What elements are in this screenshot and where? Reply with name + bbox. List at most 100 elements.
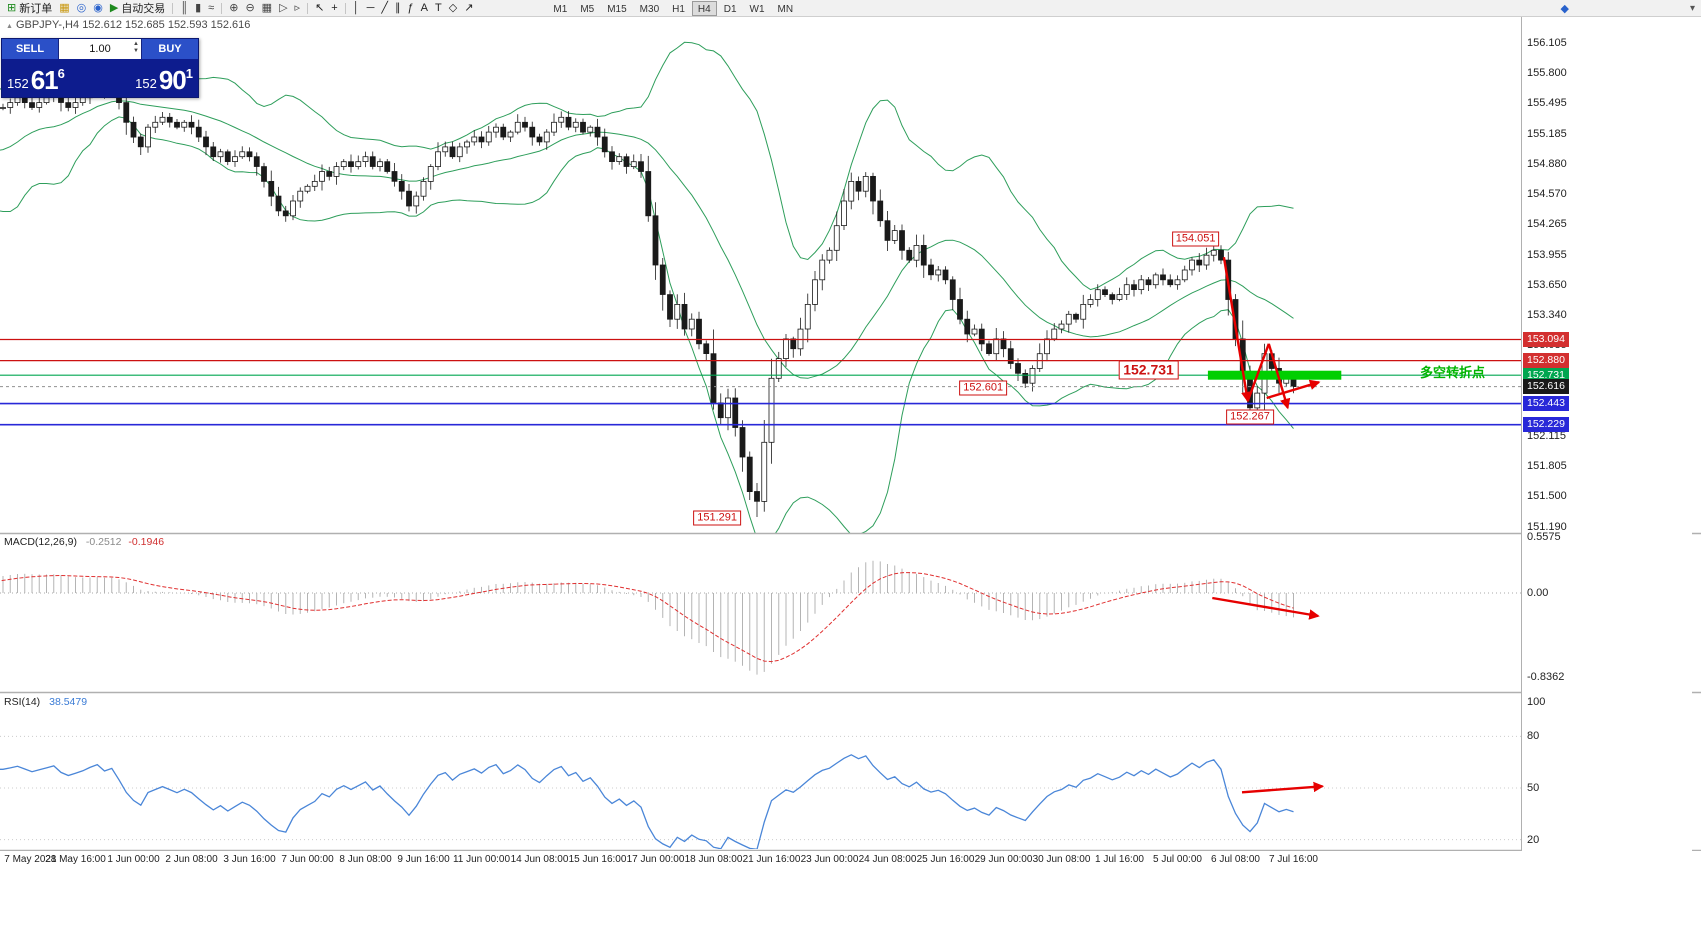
price-axis-label: 153.955 [1527,248,1567,261]
zoom-in-icon[interactable]: ⊕ [226,1,241,16]
buy-button[interactable]: BUY [142,39,198,59]
shapes-icon: ◇ [448,1,458,14]
autotrade-button[interactable]: ▶ 自动交易 [107,1,168,16]
timeframe-mn-button[interactable]: MN [777,3,794,15]
time-axis-label: 15 Jun 16:00 [568,854,627,865]
price-scale[interactable]: 156.105 155.800 155.495 155.185 154.880 154.5… [1522,17,1692,851]
timeframe-m15-button[interactable]: M15 [607,3,627,15]
macd-main-value: -0.2512 [85,536,122,548]
macd-axis-label: 0.00 [1527,587,1549,599]
time-axis-label: 1 Jul 16:00 [1095,854,1144,865]
time-axis-label: 28 May 16:00 [45,854,106,865]
arrow-tool-icon[interactable]: ↗ [461,1,476,16]
time-axis-label: 17 Jun 00:00 [626,854,685,865]
price-axis-label: 155.495 [1527,97,1567,110]
price-axis-label: 155.800 [1527,67,1567,80]
timeframe-w1-button[interactable]: W1 [749,3,765,15]
spinner-up-icon[interactable]: ▲ [133,41,139,47]
tile-windows-icon[interactable]: ▦ [259,1,275,16]
volume-field[interactable]: 1.00 ▲ ▼ [58,39,142,59]
rsi-axis-label: 20 [1527,833,1540,846]
price-callout[interactable]: 152.731 [1118,360,1179,380]
label-icon[interactable]: T [432,1,445,16]
toolbar-overflow-button[interactable]: ▾ [1689,2,1695,14]
price-tag: 152.443 [1523,396,1569,412]
crosshair-icon: + [331,1,338,14]
timeframe-h4-button[interactable]: H4 [691,0,717,16]
macd-signal-value: -0.1946 [128,536,165,548]
buy-price[interactable]: 152 90 1 [100,59,198,97]
bar-chart-icon[interactable]: ║ [177,1,191,16]
one-click-trading-panel[interactable]: SELL 1.00 ▲ ▼ BUY 152 61 6 152 90 1 [1,38,199,98]
toolbar-separator [344,2,346,14]
price-axis-label: 154.570 [1527,188,1567,201]
channel-icon[interactable]: ∥ [392,1,404,16]
timeframe-d1-button[interactable]: D1 [723,3,737,15]
price-axis-label: 152.115 [1527,429,1566,442]
vertical-line-icon[interactable]: │ [350,1,363,16]
price-callout[interactable]: 154.051 [1171,231,1220,247]
sell-price-prefix: 152 [7,76,29,91]
autotrade-button-label: 自动交易 [121,3,166,15]
autotrade-icon: ▶ [109,1,119,14]
volume-spinner[interactable]: ▲ ▼ [133,41,139,55]
new-order-button-label: 新订单 [19,3,53,15]
time-axis-label: 24 Jun 08:00 [858,854,917,865]
volume-value[interactable]: 1.00 [89,43,111,55]
price-callout[interactable]: 152.267 [1226,409,1274,425]
sell-price[interactable]: 152 61 6 [2,59,100,97]
time-axis-label: 11 Jun 00:00 [452,854,511,865]
time-axis-label: 2 Jun 08:00 [165,854,218,865]
cursor-icon[interactable]: ↖ [312,1,327,16]
timeframe-m30-button[interactable]: M30 [639,3,660,15]
horizontal-line-icon[interactable]: ─ [364,1,378,16]
rsi-axis-label: 100 [1527,696,1546,708]
new-order-button[interactable]: ⊞ 新订单 [4,1,55,16]
vertical-line-icon: │ [352,1,360,14]
alerts-icon[interactable]: ◎ [74,1,90,16]
time-axis-label: 21 Jun 16:00 [742,854,801,865]
trendline-icon: ╱ [381,1,389,14]
symbol-timeframe-label: GBPJPY-,H4 [15,19,80,31]
price-callout[interactable]: 152.601 [959,380,1008,396]
timeframe-m5-button[interactable]: M5 [580,3,595,15]
time-axis-label: 23 Jun 00:00 [800,854,859,865]
turning-point-annotation[interactable]: 多空转折点 [1420,365,1486,380]
time-axis[interactable]: 7 May 2021 28 May 16:00 1 Jun 00:00 2 Jun 0… [0,851,1701,868]
toolbar-separator [221,2,223,14]
fibonacci-icon[interactable]: ƒ [405,1,417,16]
crosshair-icon[interactable]: + [328,1,340,16]
horizontal-line-icon: ─ [366,1,375,14]
chart-window-icon[interactable]: ▦ [56,1,72,16]
community-icon[interactable]: ◆ [1560,2,1569,15]
chart-shift-icon: ▹ [294,1,301,14]
rsi-name: RSI(14) [4,696,41,708]
time-axis-label: 14 Jun 08:00 [510,854,569,865]
candlestick-icon[interactable]: ▮ [192,1,204,16]
auto-scroll-icon[interactable]: ▷ [276,1,290,16]
timeframe-m1-button[interactable]: M1 [553,3,568,15]
price-axis-label: 153.340 [1527,309,1567,322]
sell-button[interactable]: SELL [2,39,58,59]
trade-panel-header: SELL 1.00 ▲ ▼ BUY [2,39,198,59]
shapes-icon[interactable]: ◇ [446,1,460,16]
price-axis-label: 151.190 [1527,520,1567,533]
price-tag: 153.094 [1523,331,1569,347]
price-callout[interactable]: 151.291 [693,510,742,526]
trendline-icon[interactable]: ╱ [378,1,391,16]
time-axis-label: 7 Jul 16:00 [1269,854,1318,865]
chart-shift-icon[interactable]: ▹ [292,1,304,16]
toolbar-separator [172,2,174,14]
news-icon: ◉ [93,1,103,14]
text-icon[interactable]: A [418,1,431,16]
auto-scroll-icon: ▷ [279,1,288,14]
time-axis-label: 3 Jun 16:00 [223,854,276,865]
label-icon: T [434,1,442,14]
timeframe-h1-button[interactable]: H1 [672,3,685,15]
timeframe-group: M1 M5 M15 M30 H1 H4 D1 W1 MN [547,0,799,16]
zoom-out-icon[interactable]: ⊖ [242,1,257,16]
spinner-down-icon[interactable]: ▼ [133,48,139,54]
news-icon[interactable]: ◉ [90,1,106,16]
line-chart-icon[interactable]: ≈ [205,1,217,16]
